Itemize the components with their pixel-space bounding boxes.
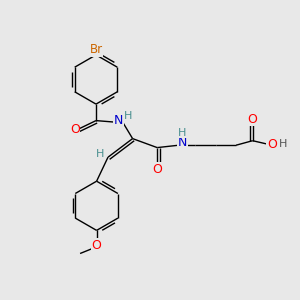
- Text: H: H: [124, 110, 132, 121]
- Text: O: O: [92, 239, 101, 252]
- Text: H: H: [95, 148, 104, 159]
- Text: O: O: [70, 122, 80, 136]
- Text: N: N: [114, 114, 123, 127]
- Text: N: N: [178, 136, 187, 149]
- Text: O: O: [267, 138, 277, 151]
- Text: H: H: [178, 128, 187, 138]
- Text: Br: Br: [89, 43, 103, 56]
- Text: O: O: [152, 163, 162, 176]
- Text: O: O: [248, 112, 257, 126]
- Text: H: H: [278, 139, 287, 149]
